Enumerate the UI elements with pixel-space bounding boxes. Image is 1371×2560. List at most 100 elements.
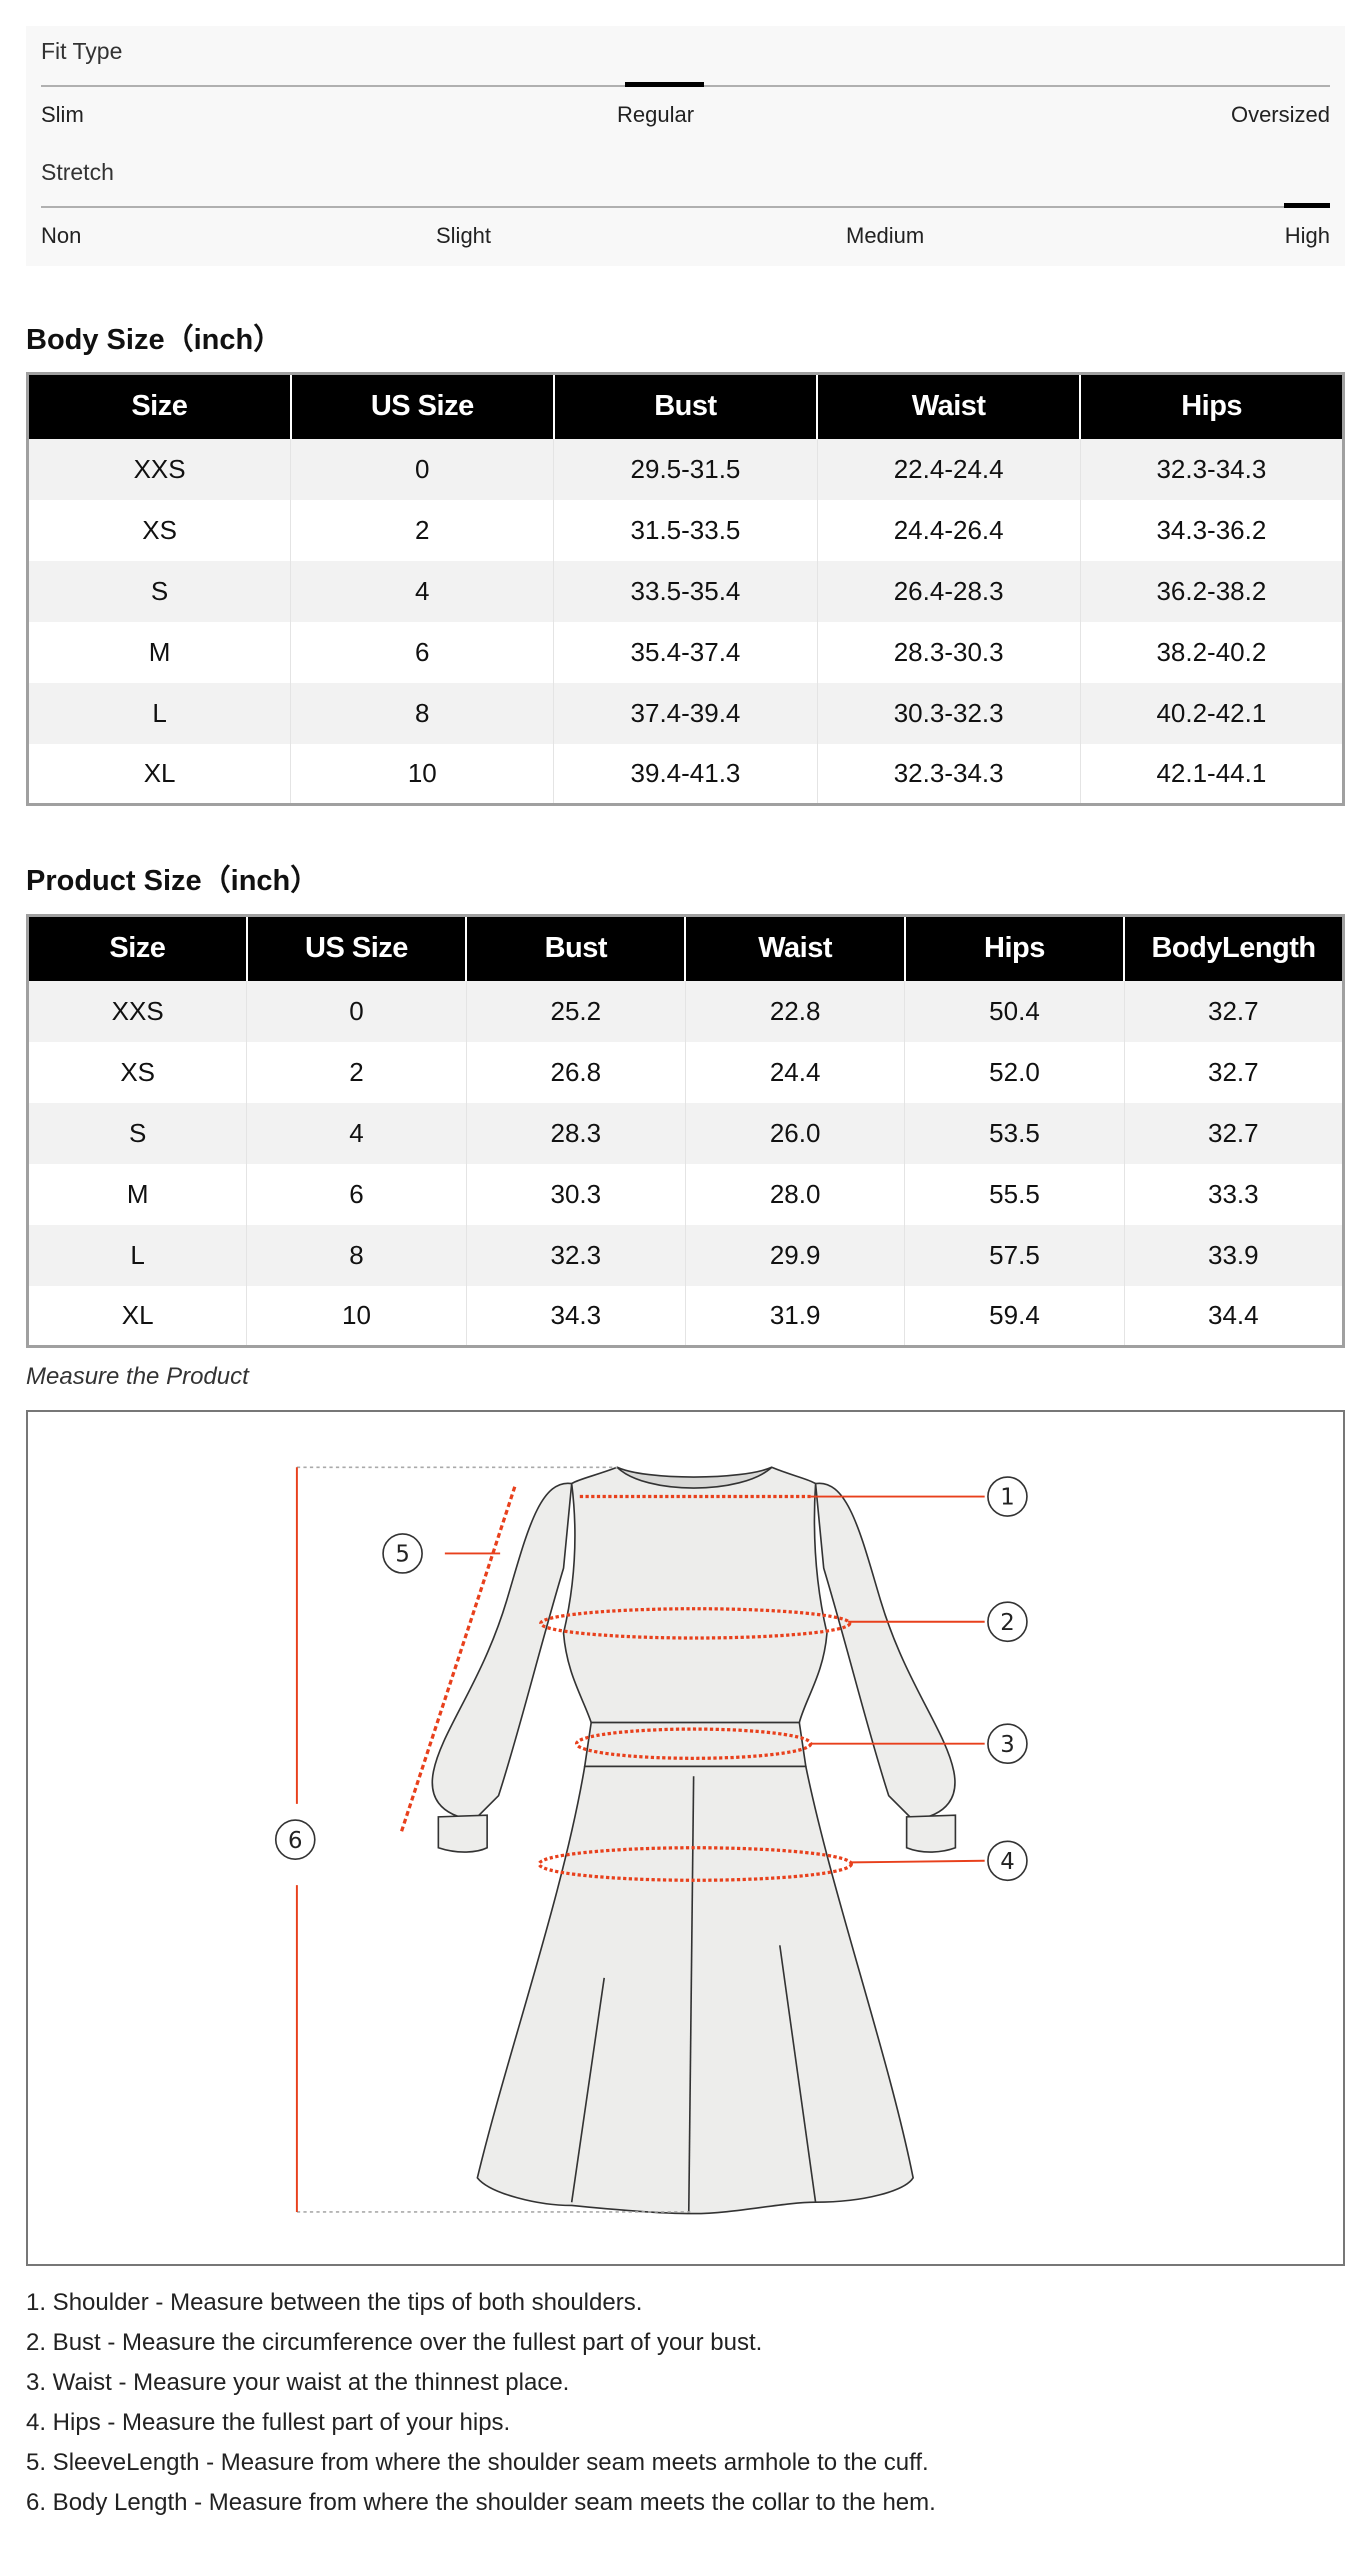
table-cell: 32.3	[465, 1224, 686, 1286]
table-cell: 32.7	[1123, 1041, 1344, 1103]
table-row: XXS 0 25.2 22.8 50.4 32.7	[26, 980, 1344, 1042]
dress-illustration: 1 2 3 4 5 6	[274, 1466, 1028, 2215]
column-header: Waist	[684, 915, 905, 981]
sleeve-measure-line	[399, 1486, 517, 1834]
table-cell: 26.8	[465, 1041, 686, 1103]
table-cell: M	[26, 1163, 247, 1225]
table-cell: 22.8	[684, 980, 905, 1042]
table-cell: L	[26, 682, 291, 744]
body-size-table: Size US Size Bust Waist Hips XXS 0 29.5-31.5 22.…	[26, 372, 1345, 806]
marker-1-circle	[987, 1476, 1028, 1517]
fit-option-oversized: Oversized	[1230, 102, 1330, 127]
table-cell: 30.3	[465, 1163, 686, 1225]
table-cell: 36.2-38.2	[1079, 560, 1344, 622]
note-sleeve-length: 5. SleeveLength - Measure from where the…	[26, 2449, 929, 2476]
table-cell: 0	[246, 980, 467, 1042]
stretch-option-medium: Medium	[846, 223, 925, 248]
table-cell: 6	[290, 621, 554, 683]
table-row: M 6 35.4-37.4 28.3-30.3 38.2-40.2	[26, 621, 1344, 683]
table-cell: 29.9	[684, 1224, 905, 1286]
table-cell: 53.5	[904, 1102, 1125, 1164]
table-cell: 10	[246, 1285, 467, 1347]
column-header: Bust	[552, 373, 818, 439]
dress-icon	[431, 1466, 957, 2215]
table-cell: 10	[290, 743, 554, 805]
table-cell: S	[26, 1102, 247, 1164]
table-cell: 33.9	[1123, 1224, 1344, 1286]
table-cell: 26.0	[684, 1102, 905, 1164]
table-header-row: Size US Size Bust Waist Hips	[27, 373, 1344, 439]
column-header: Hips	[903, 915, 1125, 981]
table-cell: 38.2-40.2	[1079, 621, 1344, 683]
table-cell: XXS	[26, 438, 291, 500]
table-cell: 32.3-34.3	[1079, 438, 1344, 500]
measurement-notes: 1. Shoulder - Measure between the tips o…	[26, 2283, 936, 2523]
table-row: XL 10 39.4-41.3 32.3-34.3 42.1-44.1	[26, 743, 1344, 805]
body-size-title: Body Size（inch）	[26, 324, 283, 356]
table-cell: 28.3	[465, 1102, 686, 1164]
table-cell: 30.3-32.3	[816, 682, 1081, 744]
table-cell: XL	[26, 1285, 247, 1347]
table-row: XL 10 34.3 31.9 59.4 34.4	[26, 1285, 1344, 1347]
table-cell: 57.5	[904, 1224, 1125, 1286]
fit-type-track	[41, 82, 1330, 87]
note-bust: 2. Bust - Measure the circumference over…	[26, 2329, 763, 2356]
table-row: L 8 32.3 29.9 57.5 33.9	[26, 1224, 1344, 1286]
table-cell: XS	[26, 1041, 247, 1103]
fit-option-slim: Slim	[41, 102, 84, 127]
measurement-diagram: 1 2 3 4 5 6	[26, 1410, 1345, 2266]
table-cell: 28.0	[684, 1163, 905, 1225]
table-row: S 4 28.3 26.0 53.5 32.7	[26, 1102, 1344, 1164]
bust-measure-ellipse	[539, 1607, 852, 1640]
table-cell: 35.4-37.4	[553, 621, 818, 683]
table-cell: 26.4-28.3	[816, 560, 1081, 622]
table-cell: 6	[246, 1163, 467, 1225]
table-cell: 42.1-44.1	[1079, 743, 1344, 805]
table-header-row: Size US Size Bust Waist Hips BodyLength	[27, 915, 1344, 981]
table-cell: 37.4-39.4	[553, 682, 818, 744]
table-cell: S	[26, 560, 291, 622]
table-cell: XXS	[26, 980, 247, 1042]
table-row: M 6 30.3 28.0 55.5 33.3	[26, 1163, 1344, 1225]
table-cell: 4	[290, 560, 554, 622]
marker-4: 4	[1000, 1849, 1014, 1875]
table-cell: 34.3-36.2	[1079, 499, 1344, 561]
table-cell: L	[26, 1224, 247, 1286]
column-header: US Size	[245, 915, 467, 981]
table-cell: 34.3	[465, 1285, 686, 1347]
column-header: US Size	[289, 373, 554, 439]
marker-5-circle	[382, 1533, 423, 1574]
column-header: Waist	[816, 373, 1081, 439]
table-cell: 55.5	[904, 1163, 1125, 1225]
marker-2-circle	[987, 1601, 1028, 1643]
marker-3: 3	[1000, 1732, 1014, 1758]
marker-1: 1	[1000, 1485, 1014, 1511]
fit-type-marker	[624, 82, 704, 87]
table-cell: 25.2	[465, 980, 686, 1042]
table-cell: 2	[246, 1041, 467, 1103]
table-cell: 4	[246, 1102, 467, 1164]
table-cell: 32.7	[1123, 1102, 1344, 1164]
table-cell: 2	[290, 499, 554, 561]
table-cell: 40.2-42.1	[1079, 682, 1344, 744]
table-cell: 39.4-41.3	[553, 743, 818, 805]
table-cell: 28.3-30.3	[816, 621, 1081, 683]
stretch-option-non: Non	[41, 223, 82, 248]
table-cell: 52.0	[904, 1041, 1125, 1103]
table-cell: XS	[26, 499, 291, 561]
table-cell: 29.5-31.5	[553, 438, 818, 500]
column-header: BodyLength	[1123, 915, 1344, 981]
marker-5: 5	[395, 1542, 409, 1568]
table-cell: 32.3-34.3	[816, 743, 1081, 805]
fit-option-regular: Regular	[617, 102, 695, 127]
fit-type-label: Fit Type	[41, 38, 123, 64]
measure-caption: Measure the Product	[26, 1363, 249, 1390]
column-header: Bust	[465, 915, 686, 981]
table-row: XS 2 26.8 24.4 52.0 32.7	[26, 1041, 1344, 1103]
hips-leader	[851, 1859, 985, 1864]
table-cell: 32.7	[1123, 980, 1344, 1042]
note-waist: 3. Waist - Measure your waist at the thi…	[26, 2369, 570, 2396]
marker-2: 2	[1000, 1610, 1014, 1636]
marker-6-circle	[274, 1819, 316, 1860]
note-shoulder: 1. Shoulder - Measure between the tips o…	[26, 2289, 643, 2316]
